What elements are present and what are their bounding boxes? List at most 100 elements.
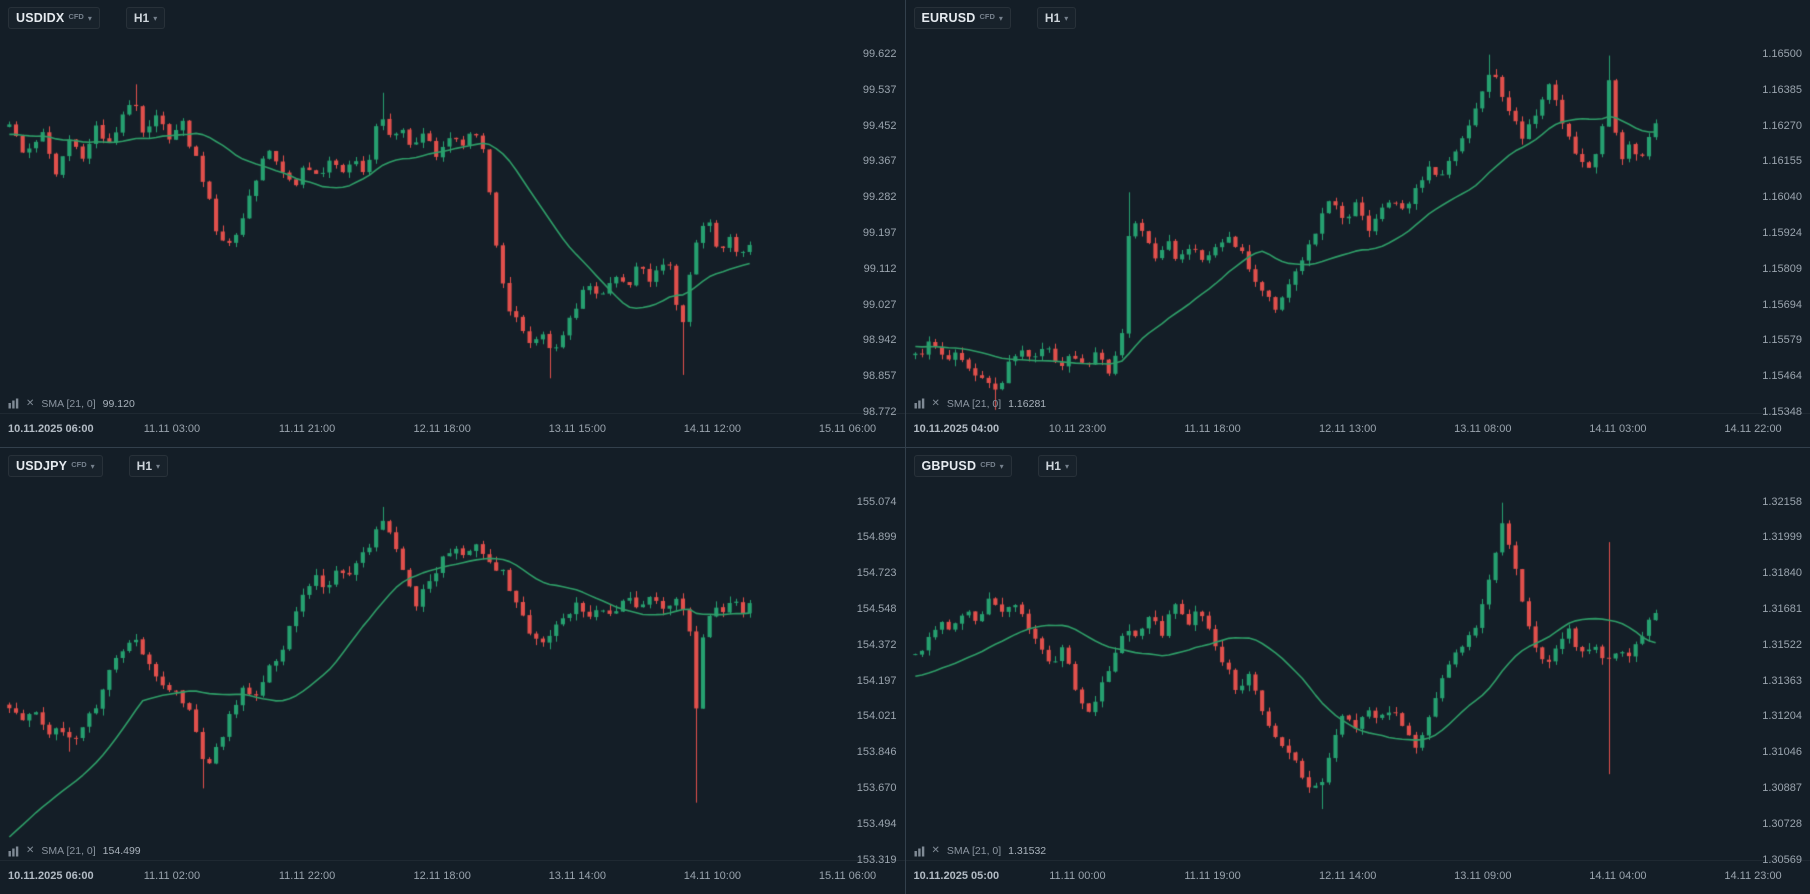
indicator-label: SMA [21, 0]: [41, 845, 96, 857]
timeframe-select[interactable]: H1 ▾: [1036, 7, 1077, 29]
candlestick-chart[interactable]: [0, 447, 905, 862]
timeframe-select[interactable]: H1 ▾: [128, 454, 169, 477]
price-tick-label: 1.16385: [1762, 83, 1802, 96]
time-tick-label: 10.11.2025 05:00: [913, 870, 1000, 882]
indicator-chart-icon[interactable]: [8, 398, 19, 409]
chart-panel-usdidx: USDIDX CFD ▾ H1 ▾ ✕ SMA [21, 0] 99.120 9…: [0, 0, 905, 447]
price-tick-label: 98.942: [862, 334, 897, 347]
price-tick-label: 99.537: [862, 83, 897, 96]
remove-indicator-icon[interactable]: ✕: [26, 397, 35, 409]
panel-header: USDJPY CFD ▾ H1 ▾: [8, 454, 169, 477]
time-axis[interactable]: 10.11.2025 06:00 11.11 03:00 11.11 21:00 12…: [0, 412, 905, 447]
price-tick-label: 1.15924: [1762, 227, 1802, 239]
chevron-down-icon: ▾: [156, 461, 161, 471]
price-tick-label: 1.31522: [1762, 638, 1802, 651]
symbol-label: USDJPY: [16, 458, 68, 473]
symbol-select[interactable]: EURUSD CFD ▾: [913, 7, 1011, 29]
symbol-select[interactable]: GBPUSD CFD ▾: [913, 454, 1012, 477]
time-tick-label: 13.11 15:00: [548, 422, 606, 435]
chevron-down-icon: ▾: [153, 14, 158, 23]
remove-indicator-icon[interactable]: ✕: [26, 845, 35, 856]
timeframe-label: H1: [133, 11, 150, 25]
price-tick-label: 154.197: [856, 674, 897, 687]
indicator-value: 99.120: [102, 397, 135, 410]
time-tick-label: 10.11.2025 06:00: [8, 422, 94, 435]
indicator-chart-icon[interactable]: [8, 846, 19, 857]
candlestick-chart[interactable]: [905, 0, 1810, 414]
price-axis[interactable]: 99.622 99.537 99.452 99.367 99.282 99.197 99.1…: [833, 0, 905, 418]
indicator-chart-icon[interactable]: [914, 398, 925, 409]
chart-panel-gbpusd: GBPUSD CFD ▾ H1 ▾ ✕ SMA [21, 0] 1.31532 …: [905, 447, 1810, 894]
price-tick-label: 1.31204: [1762, 710, 1802, 723]
chevron-down-icon: ▾: [90, 461, 95, 471]
price-tick-label: 99.197: [862, 227, 897, 239]
chevron-down-icon: ▾: [1064, 14, 1069, 23]
timeframe-select[interactable]: H1 ▾: [1037, 454, 1077, 477]
time-tick-label: 11.11 19:00: [1184, 870, 1241, 882]
price-tick-label: 154.548: [856, 602, 897, 615]
time-tick-label: 10.11 23:00: [1048, 422, 1107, 435]
timeframe-label: H1: [1045, 458, 1061, 473]
time-tick-label: 13.11 14:00: [548, 870, 606, 882]
time-axis[interactable]: 10.11.2025 06:00 11.11 02:00 11.11 22:00 12…: [0, 860, 905, 894]
time-tick-label: 12.11 14:00: [1319, 870, 1377, 882]
price-axis[interactable]: 1.16500 1.16385 1.16270 1.16155 1.16040 1.159…: [1738, 0, 1810, 418]
indicator-value: 1.16281: [1008, 397, 1047, 410]
indicator-row: ✕ SMA [21, 0] 99.120: [8, 398, 135, 410]
remove-indicator-icon[interactable]: ✕: [931, 397, 940, 409]
panel-header: USDIDX CFD ▾ H1 ▾: [8, 7, 166, 29]
symbol-label: GBPUSD: [921, 458, 977, 473]
time-tick-label: 11.11 18:00: [1184, 422, 1241, 435]
time-tick-label: 12.11 18:00: [413, 870, 471, 882]
time-tick-label: 11.11 22:00: [278, 870, 336, 882]
time-tick-label: 13.11 09:00: [1454, 870, 1512, 882]
price-tick-label: 1.16270: [1762, 119, 1802, 132]
candlestick-chart[interactable]: [0, 0, 905, 414]
price-tick-label: 1.30728: [1762, 817, 1802, 830]
indicator-row: ✕ SMA [21, 0] 1.16281: [914, 397, 1047, 410]
price-tick-label: 153.319: [856, 853, 897, 866]
price-axis[interactable]: 1.32158 1.31999 1.31840 1.31681 1.31522 1.313…: [1738, 448, 1810, 866]
chart-panel-eurusd: EURUSD CFD ▾ H1 ▾ ✕ SMA [21, 0] 1.16281 …: [905, 0, 1810, 447]
price-tick-label: 153.670: [856, 781, 897, 794]
symbol-select[interactable]: USDIDX CFD ▾: [8, 7, 100, 29]
price-tick-label: 99.622: [862, 48, 897, 60]
price-tick-label: 1.31999: [1762, 531, 1802, 544]
indicator-label: SMA [21, 0]: [946, 845, 1002, 857]
price-axis[interactable]: 155.074 154.899 154.723 154.548 154.372 154.1…: [833, 448, 905, 866]
time-tick-label: 11.11 00:00: [1049, 870, 1106, 882]
chevron-down-icon: ▾: [998, 14, 1003, 23]
time-tick-label: 15.11 06:00: [818, 870, 877, 882]
market-type-badge: CFD: [71, 459, 87, 469]
timeframe-select[interactable]: H1 ▾: [125, 7, 166, 29]
price-tick-label: 1.16040: [1762, 191, 1802, 204]
time-tick-label: 10.11.2025 04:00: [913, 422, 1000, 435]
market-type-badge: CFD: [979, 12, 995, 21]
price-tick-label: 1.30887: [1762, 781, 1802, 794]
indicator-chart-icon[interactable]: [914, 846, 925, 857]
price-tick-label: 99.367: [862, 155, 897, 168]
price-tick-label: 1.30569: [1762, 853, 1802, 866]
indicator-label: SMA [21, 0]: [946, 397, 1002, 410]
time-tick-label: 13.11 08:00: [1454, 422, 1512, 435]
time-tick-label: 10.11.2025 06:00: [8, 870, 94, 882]
price-tick-label: 154.372: [856, 638, 897, 651]
price-tick-label: 1.31681: [1762, 602, 1802, 615]
time-axis[interactable]: 10.11.2025 04:00 10.11 23:00 11.11 18:00 12…: [905, 412, 1810, 447]
price-tick-label: 153.846: [856, 746, 897, 759]
time-tick-label: 14.11 10:00: [683, 870, 742, 882]
candlestick-chart[interactable]: [905, 447, 1810, 862]
time-axis[interactable]: 10.11.2025 05:00 11.11 00:00 11.11 19:00 12…: [905, 860, 1810, 894]
symbol-label: EURUSD: [921, 11, 976, 25]
timeframe-label: H1: [1044, 11, 1061, 25]
time-tick-label: 11.11 21:00: [278, 422, 336, 435]
price-tick-label: 1.15348: [1762, 406, 1802, 418]
time-tick-label: 11.11 03:00: [143, 422, 201, 435]
price-tick-label: 154.899: [856, 531, 897, 544]
price-tick-label: 99.112: [863, 262, 897, 275]
remove-indicator-icon[interactable]: ✕: [931, 845, 940, 856]
indicator-row: ✕ SMA [21, 0] 1.31532: [914, 845, 1046, 857]
symbol-select[interactable]: USDJPY CFD ▾: [8, 454, 103, 477]
time-tick-label: 14.11 23:00: [1724, 870, 1782, 882]
